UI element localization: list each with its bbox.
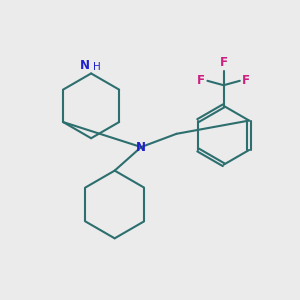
Text: F: F bbox=[220, 56, 228, 69]
Text: N: N bbox=[136, 141, 146, 154]
Text: N: N bbox=[80, 59, 90, 72]
Text: F: F bbox=[197, 74, 205, 87]
Text: F: F bbox=[242, 74, 250, 87]
Text: H: H bbox=[92, 62, 100, 72]
